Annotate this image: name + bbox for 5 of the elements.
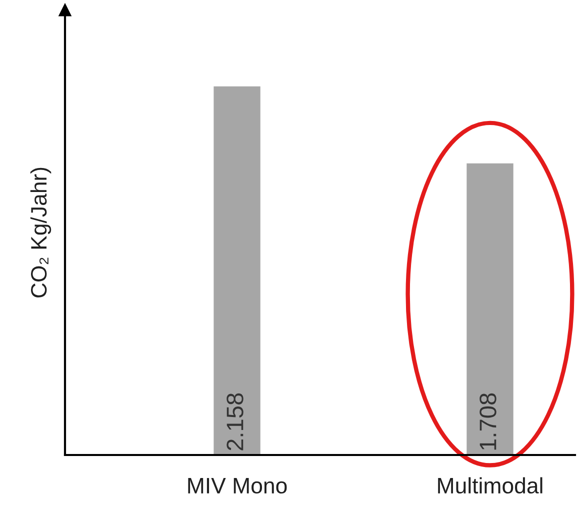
data-label: 2.158 (226, 393, 244, 450)
x-tick-label: MIV Mono (188, 478, 287, 494)
x-tick-label: Multimodal (438, 477, 542, 494)
y-axis-title: CO₂ Kg/Jahr) (30, 168, 52, 298)
data-label: 1.708 (480, 393, 496, 450)
